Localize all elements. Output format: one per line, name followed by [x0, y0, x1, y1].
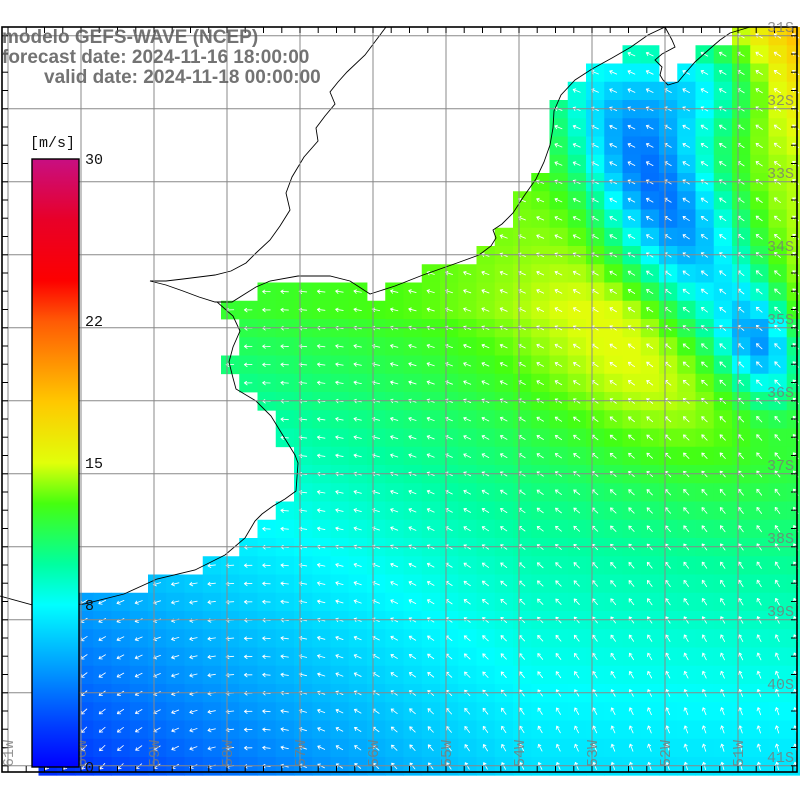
- svg-text:54W: 54W: [512, 740, 529, 767]
- svg-text:40S: 40S: [767, 677, 794, 694]
- svg-text:15: 15: [85, 456, 103, 473]
- svg-text:52W: 52W: [658, 740, 675, 767]
- svg-text:33S: 33S: [767, 166, 794, 183]
- svg-text:57W: 57W: [293, 740, 310, 767]
- svg-text:38S: 38S: [767, 531, 794, 548]
- svg-text:61W: 61W: [1, 740, 18, 767]
- svg-text:41S: 41S: [767, 750, 794, 767]
- svg-text:37S: 37S: [767, 458, 794, 475]
- svg-text:59W: 59W: [147, 740, 164, 767]
- svg-text:55W: 55W: [439, 740, 456, 767]
- svg-text:58W: 58W: [220, 740, 237, 767]
- svg-text:36S: 36S: [767, 385, 794, 402]
- svg-text:39S: 39S: [767, 604, 794, 621]
- svg-text:56W: 56W: [366, 740, 383, 767]
- svg-text:32S: 32S: [767, 93, 794, 110]
- svg-text:53W: 53W: [585, 740, 602, 767]
- svg-text:35S: 35S: [767, 312, 794, 329]
- svg-text:51W: 51W: [731, 740, 748, 767]
- svg-text:8: 8: [85, 598, 94, 615]
- svg-text:22: 22: [85, 314, 103, 331]
- svg-text:30: 30: [85, 152, 103, 169]
- svg-text:31S: 31S: [767, 20, 794, 37]
- svg-text:34S: 34S: [767, 239, 794, 256]
- svg-text:[m/s]: [m/s]: [30, 135, 75, 152]
- svg-text:0: 0: [85, 760, 94, 777]
